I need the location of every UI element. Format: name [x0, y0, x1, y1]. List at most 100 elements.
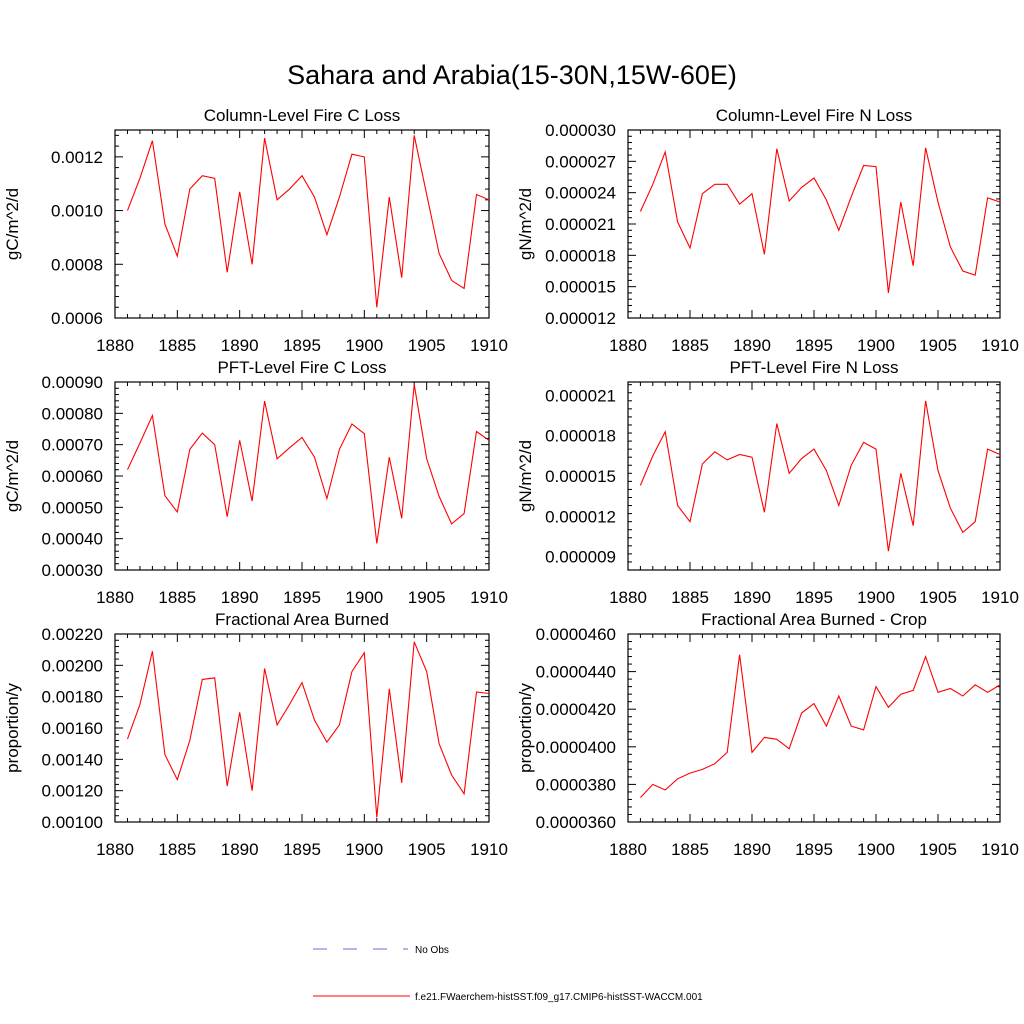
- y-tick-label: 0.000015: [545, 278, 616, 297]
- y-axis-label: gN/m^2/d: [516, 188, 535, 260]
- series-line-1: [126, 135, 489, 308]
- y-tick-label: 0.00090: [42, 373, 103, 392]
- y-tick-label: 0.00080: [42, 404, 103, 423]
- y-tick-label: 0.0000360: [536, 813, 616, 832]
- y-axis-label: proportion/y: [516, 683, 535, 773]
- legend: No Obs f.e21.FWaerchem-histSST.f09_g17.C…: [313, 945, 703, 1003]
- y-tick-label: 0.00070: [42, 436, 103, 455]
- x-tick-label: 1900: [345, 336, 383, 355]
- series-line-1: [126, 641, 489, 818]
- y-tick-label: 0.00050: [42, 498, 103, 517]
- y-tick-label: 0.0012: [51, 148, 103, 167]
- y-tick-label: 0.0006: [51, 309, 103, 328]
- x-tick-label: 1880: [96, 336, 134, 355]
- y-tick-label: 0.000018: [545, 427, 616, 446]
- x-tick-label: 1885: [158, 588, 196, 607]
- y-tick-label: 0.00140: [42, 750, 103, 769]
- y-tick-label: 0.000027: [545, 152, 616, 171]
- x-tick-label: 1880: [96, 840, 134, 859]
- panels: 1880 1885 1890 1895 1900 1905 1910 0.0006 0.0008…: [3, 106, 1019, 859]
- x-tick-label: 1880: [609, 588, 647, 607]
- chart-panel-1: 1880 1885 1890 1895 1900 1905 1910 0.0006 0.0008…: [3, 106, 508, 355]
- series-line-1: [639, 147, 1000, 293]
- plot-frame: [627, 381, 1001, 571]
- x-tick-label: 1905: [408, 588, 446, 607]
- x-tick-label: 1885: [671, 840, 709, 859]
- x-tick-label: 1895: [795, 336, 833, 355]
- x-tick-label: 1905: [919, 336, 957, 355]
- x-tick-label: 1900: [857, 588, 895, 607]
- x-tick-label: 1885: [158, 336, 196, 355]
- y-tick-label: 0.00160: [42, 719, 103, 738]
- x-tick-label: 1895: [795, 588, 833, 607]
- y-tick-label: 0.00220: [42, 625, 103, 644]
- x-tick-label: 1910: [470, 588, 508, 607]
- y-tick-label: 0.00040: [42, 530, 103, 549]
- y-tick-label: 0.000012: [545, 507, 616, 526]
- y-tick-label: 0.00180: [42, 688, 103, 707]
- y-tick-label: 0.000021: [545, 215, 616, 234]
- chart-panel-6: 1880 1885 1890 1895 1900 1905 1910 0.0000360 0.0…: [516, 610, 1019, 859]
- y-axis-label: gC/m^2/d: [3, 440, 22, 512]
- x-tick-label: 1885: [158, 840, 196, 859]
- chart-panel-2: 1880 1885 1890 1895 1900 1905 1910 0.000012 0.00…: [516, 106, 1019, 355]
- panel-title: PFT-Level Fire C Loss: [217, 358, 386, 377]
- x-tick-label: 1890: [733, 840, 771, 859]
- y-axis-label: gN/m^2/d: [516, 440, 535, 512]
- x-tick-label: 1890: [221, 336, 259, 355]
- x-tick-label: 1885: [671, 336, 709, 355]
- x-tick-label: 1900: [345, 840, 383, 859]
- x-tick-label: 1895: [283, 840, 321, 859]
- x-tick-label: 1885: [671, 588, 709, 607]
- x-tick-label: 1905: [919, 840, 957, 859]
- x-tick-label: 1910: [981, 336, 1019, 355]
- panel-title: Column-Level Fire C Loss: [204, 106, 401, 125]
- chart-panel-3: 1880 1885 1890 1895 1900 1905 1910 0.00030 0.000…: [3, 358, 508, 607]
- x-tick-label: 1900: [857, 336, 895, 355]
- x-tick-label: 1910: [470, 336, 508, 355]
- x-tick-label: 1905: [919, 588, 957, 607]
- y-tick-label: 0.0008: [51, 255, 103, 274]
- y-tick-label: 0.00200: [42, 656, 103, 675]
- series-line-1: [127, 384, 489, 544]
- y-tick-label: 0.0000460: [536, 625, 616, 644]
- chart-panel-5: 1880 1885 1890 1895 1900 1905 1910 0.00100 0.001…: [3, 610, 508, 859]
- y-axis-label: proportion/y: [3, 683, 22, 773]
- x-tick-label: 1895: [795, 840, 833, 859]
- plot-frame: [627, 633, 1001, 823]
- y-tick-label: 0.000030: [545, 121, 616, 140]
- y-tick-label: 0.0010: [51, 202, 103, 221]
- y-tick-label: 0.0000420: [536, 700, 616, 719]
- x-tick-label: 1880: [96, 588, 134, 607]
- y-tick-label: 0.000012: [545, 309, 616, 328]
- x-tick-label: 1890: [733, 336, 771, 355]
- y-tick-label: 0.000015: [545, 467, 616, 486]
- x-tick-label: 1880: [609, 336, 647, 355]
- y-tick-label: 0.000024: [545, 184, 616, 203]
- x-tick-label: 1880: [609, 840, 647, 859]
- panel-title: Fractional Area Burned: [215, 610, 389, 629]
- y-tick-label: 0.00100: [42, 813, 103, 832]
- x-tick-label: 1910: [981, 840, 1019, 859]
- y-tick-label: 0.000009: [545, 548, 616, 567]
- legend-label-model: f.e21.FWaerchem-histSST.f09_g17.CMIP6-hi…: [415, 992, 703, 1003]
- y-tick-label: 0.000021: [545, 386, 616, 405]
- panel-title: Column-Level Fire N Loss: [716, 106, 913, 125]
- x-tick-label: 1910: [981, 588, 1019, 607]
- chart-panel-4: 1880 1885 1890 1895 1900 1905 1910 0.000009 0.00…: [516, 358, 1019, 607]
- y-axis-label: gC/m^2/d: [3, 188, 22, 260]
- x-tick-label: 1890: [221, 840, 259, 859]
- x-tick-label: 1910: [470, 840, 508, 859]
- y-tick-label: 0.0000400: [536, 738, 616, 757]
- x-tick-label: 1895: [283, 588, 321, 607]
- y-tick-label: 0.000018: [545, 246, 616, 265]
- x-tick-label: 1905: [408, 336, 446, 355]
- x-tick-label: 1900: [345, 588, 383, 607]
- legend-label-no-obs: No Obs: [415, 945, 449, 956]
- series-line-1: [639, 654, 1000, 798]
- x-tick-label: 1900: [857, 840, 895, 859]
- x-tick-label: 1905: [408, 840, 446, 859]
- plot-frame: [114, 633, 490, 823]
- series-line-1: [639, 400, 1000, 552]
